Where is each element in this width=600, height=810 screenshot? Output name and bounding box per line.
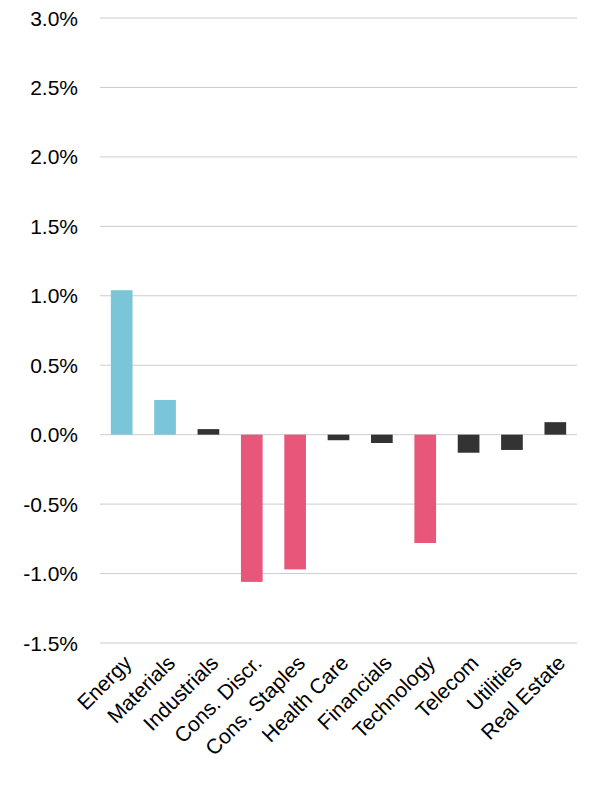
- grid-line: [100, 365, 577, 366]
- y-tick-label: -1.5%: [23, 632, 78, 655]
- bar: [241, 435, 263, 582]
- grid-line: [100, 226, 577, 227]
- grid-line: [100, 18, 577, 19]
- x-tick-label: Telecom: [411, 651, 483, 723]
- bar: [284, 435, 306, 570]
- y-tick-label: 1.0%: [30, 284, 78, 307]
- grid-line: [100, 573, 577, 574]
- x-tick-labels: EnergyMaterialsIndustrialsCons. Discr.Co…: [72, 651, 569, 760]
- grid-line: [100, 643, 577, 644]
- bar: [328, 435, 350, 441]
- bar: [111, 290, 133, 434]
- grid-line: [100, 295, 577, 296]
- bar: [458, 435, 480, 453]
- grid: [100, 18, 577, 643]
- grid-line: [100, 156, 577, 157]
- y-tick-label: 2.0%: [30, 145, 78, 168]
- y-tick-label: 0.5%: [30, 354, 78, 377]
- bar: [154, 400, 176, 435]
- bar: [371, 435, 393, 443]
- y-tick-label: 2.5%: [30, 76, 78, 99]
- y-tick-label: 1.5%: [30, 215, 78, 238]
- y-tick-label: 0.0%: [30, 423, 78, 446]
- chart-svg: -1.5% -1.0% -0.5% 0.0% 0.5% 1.0% 1.5% 2.0% 2.5% 3…: [0, 0, 600, 810]
- bar: [414, 435, 436, 543]
- grid-line: [100, 87, 577, 88]
- y-tick-labels: -1.5% -1.0% -0.5% 0.0% 0.5% 1.0% 1.5% 2.0% 2.5% 3…: [23, 7, 78, 655]
- bar: [198, 429, 220, 435]
- chart-container: -1.5% -1.0% -0.5% 0.0% 0.5% 1.0% 1.5% 2.0% 2.5% 3…: [0, 0, 600, 810]
- y-tick-label: -0.5%: [23, 493, 78, 516]
- grid-line: [100, 504, 577, 505]
- x-tick-label: Real Estate: [476, 651, 569, 744]
- y-tick-label: -1.0%: [23, 562, 78, 585]
- bars: [111, 290, 566, 582]
- bar: [501, 435, 523, 450]
- bar: [544, 422, 566, 435]
- y-tick-label: 3.0%: [30, 7, 78, 30]
